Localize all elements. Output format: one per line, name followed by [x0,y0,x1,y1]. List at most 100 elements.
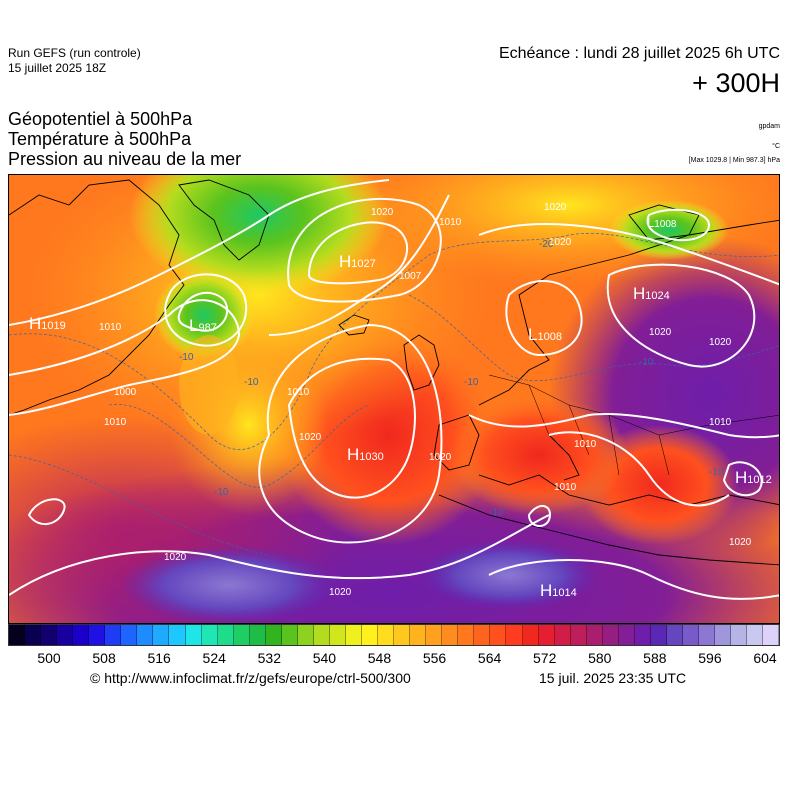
color-scale-tick: 580 [588,650,612,666]
color-scale-cell [378,625,395,645]
color-scale-cell [105,625,122,645]
isobar-label: 1020 [429,452,452,463]
isobar-label: 1020 [371,207,394,218]
valid-time: Echéance : lundi 28 juillet 2025 6h UTC [498,45,780,62]
cold-pool-novaya-zemlya [609,200,729,260]
color-scale-cell [57,625,74,645]
color-scale-tick: 572 [533,650,557,666]
color-scale-tick: 508 [92,650,116,666]
color-scale-cell [570,625,587,645]
isobar-label: 1010 [104,417,127,428]
color-scale-cell [233,625,250,645]
isobar-label: 1010 [439,217,462,228]
coast-north-america [9,179,185,416]
coast-mediterranean [478,474,779,506]
weather-map: -10 -10 -10 -20 -10 -10 -10 -10 1020 101… [8,174,780,624]
isobar-high-1024 [606,263,756,368]
hot-core-africa [419,540,599,610]
color-scale-tick: 548 [367,650,392,666]
isobar-7 [468,413,779,439]
isobar-1 [9,179,390,326]
color-scale-cell [666,625,683,645]
color-scale-cell [137,625,154,645]
unit-geopotential: gpdam [758,123,780,130]
isotherm-labels: -10 -10 -10 -20 -10 -10 -10 -10 [179,239,724,518]
isobar-label: 1020 [709,337,732,348]
isobar-small-loop [27,498,66,525]
isobar-label: 1020 [649,327,672,338]
isotherm-label: -10 [709,467,724,478]
color-scale-cell [169,625,186,645]
pressure-centers: H1019 L987 H1027 H1030 L1008 H1024 H1012… [29,215,772,600]
color-scale-tick: 564 [477,650,502,666]
color-scale-cell [281,625,298,645]
isobar-label: 1020 [729,537,752,548]
color-scale-tick: 540 [312,650,337,666]
pressure-center-high: H1019 [29,314,66,333]
color-scale-cell [474,625,491,645]
color-scale-cell [458,625,475,645]
isobar-high-1012 [722,461,763,497]
color-scale-cell [634,625,651,645]
coast-italy [548,434,580,481]
ridge-central-europe [449,395,629,515]
color-scale-cell [763,625,780,645]
generation-timestamp: 15 juil. 2025 23:35 UTC [539,670,687,686]
color-scale-cell [362,625,379,645]
color-scale-bar [8,624,780,646]
color-scale-cell [185,625,202,645]
color-scale-cell [538,625,555,645]
unit-temperature: °C [772,143,780,150]
color-scale-cell [682,625,700,645]
color-scale-tick: 524 [202,650,226,666]
isobar-label: 1020 [164,552,187,563]
isobar-low-1008-north [505,280,583,357]
isobar-6 [548,431,730,507]
color-scale-cell [217,625,234,645]
param-temperature: Température à 500hPa [8,129,192,149]
isobar-high-1027 [307,221,408,285]
color-scale-cell [121,625,138,645]
pressure-center-high: H1014 [540,581,577,600]
color-scale-cell [201,625,218,645]
color-scale-cell [89,625,106,645]
trough-tail [179,335,239,435]
color-scale-tick: 588 [643,650,667,666]
color-scale-cell [329,625,346,645]
coast-greenland [178,179,270,261]
unit-mslp-range: [Max 1029.8 | Min 987.3] hPa [688,157,780,164]
color-scale-cell [297,625,314,645]
color-scale-cell [554,625,571,645]
isotherm-label: -10 [639,357,654,368]
color-scale-tick: 500 [37,650,61,666]
param-mslp: Pression au niveau de la mer [8,149,242,169]
color-scale-cell [9,625,26,645]
color-scale-cell [715,625,732,645]
isobar-label: 1020 [299,432,322,443]
isotherm-label: -10 [244,377,259,388]
color-scale-cell [394,625,411,645]
isobar-low-987-outer [164,273,248,347]
hot-core-atlantic [119,545,339,623]
color-scale-cell [699,625,716,645]
isobar-label: 1010 [99,322,122,333]
isobar-label: 1007 [399,271,422,282]
color-scale-tick: 596 [698,650,722,666]
color-scale-cell [506,625,523,645]
pressure-center-low: L987 [189,316,217,335]
color-scale-cell [442,625,459,645]
pressure-center-low: L1008 [647,215,677,230]
color-scale-cell [731,625,748,645]
color-scale-tick: 516 [147,650,171,666]
coast-north-africa [438,494,779,566]
pressure-center-high: H1012 [735,468,772,487]
color-scale-cell [650,625,667,645]
color-scale-cell [618,625,635,645]
lead-time: + 300H [692,68,780,98]
isobar-2 [9,299,241,416]
coast-scandinavia [478,219,779,406]
isobar-label: 1020 [329,587,352,598]
pressure-center-low: L1008 [528,325,562,344]
color-scale-cell [522,625,539,645]
color-scale-cell [153,625,170,645]
